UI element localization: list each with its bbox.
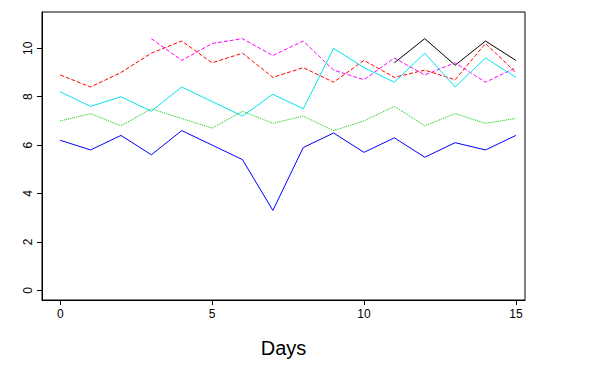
svg-text:10: 10 xyxy=(357,307,371,321)
svg-text:5: 5 xyxy=(209,307,216,321)
svg-text:15: 15 xyxy=(509,307,523,321)
svg-text:2: 2 xyxy=(21,238,35,245)
svg-text:Days: Days xyxy=(261,337,307,359)
svg-text:0: 0 xyxy=(57,307,64,321)
svg-text:10: 10 xyxy=(21,41,35,55)
svg-text:0: 0 xyxy=(21,287,35,294)
svg-text:8: 8 xyxy=(21,93,35,100)
svg-text:6: 6 xyxy=(21,141,35,148)
svg-text:4: 4 xyxy=(21,190,35,197)
